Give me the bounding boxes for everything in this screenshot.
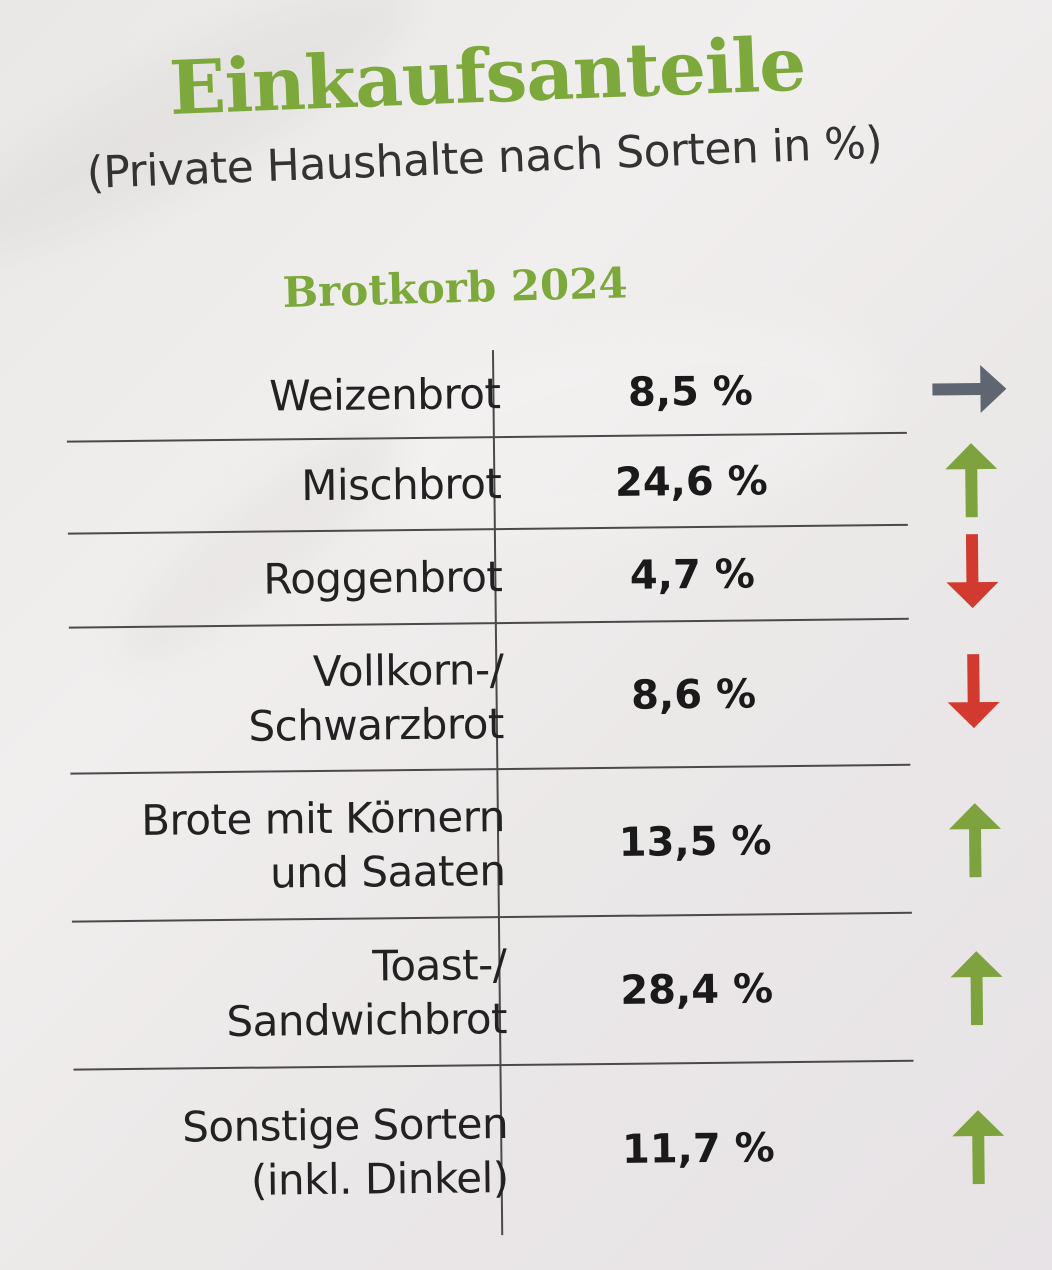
category-label: Sonstige Sorten (inkl. Dinkel) (181, 1099, 509, 1205)
share-value: 13,5 % (618, 818, 772, 866)
share-value: 8,6 % (630, 671, 757, 719)
share-value: 4,7 % (629, 551, 756, 599)
table-row: Roggenbrot 4,7 % (32, 525, 1033, 629)
table-row: Mischbrot 24,6 % (31, 433, 1032, 535)
category-label: Roggenbrot (263, 552, 503, 604)
table-row: Vollkorn-/ Schwarzbrot 8,6 % (33, 619, 1034, 775)
category-label: Weizenbrot (268, 369, 501, 421)
category-label: Vollkorn-/ Schwarzbrot (248, 645, 505, 751)
arrow-up-icon (926, 913, 1028, 1062)
table-row: Sonstige Sorten (inkl. Dinkel) 11,7 % (37, 1060, 1039, 1240)
page-title: Einkaufsanteile (167, 21, 807, 132)
chart-title: Brotkorb 2024 (281, 258, 629, 317)
table-row: Brote mit Körnern und Saaten 13,5 % (34, 765, 1035, 923)
share-table: Weizenbrot 8,5 % Mischbrot 24,6 % Roggenbrot… (30, 345, 1039, 1245)
table-row: Weizenbrot 8,5 % (30, 345, 1031, 443)
share-value: 24,6 % (614, 458, 768, 506)
category-label: Toast-/ Sandwichbrot (226, 940, 508, 1046)
category-label: Mischbrot (300, 459, 502, 511)
arrow-down-icon (922, 525, 1023, 620)
arrow-right-icon (920, 345, 1021, 434)
table-row: Toast-/ Sandwichbrot 28,4 % (36, 912, 1037, 1070)
arrow-down-icon (923, 619, 1025, 766)
share-value: 28,4 % (620, 966, 774, 1014)
share-value: 8,5 % (627, 368, 754, 416)
page-subtitle: (Private Haushalte nach Sorten in %) (85, 117, 884, 199)
arrow-up-icon (921, 433, 1022, 526)
arrow-up-icon (924, 765, 1026, 914)
category-label: Brote mit Körnern und Saaten (140, 792, 506, 898)
share-value: 11,7 % (621, 1125, 775, 1173)
arrow-up-icon (927, 1061, 1029, 1232)
